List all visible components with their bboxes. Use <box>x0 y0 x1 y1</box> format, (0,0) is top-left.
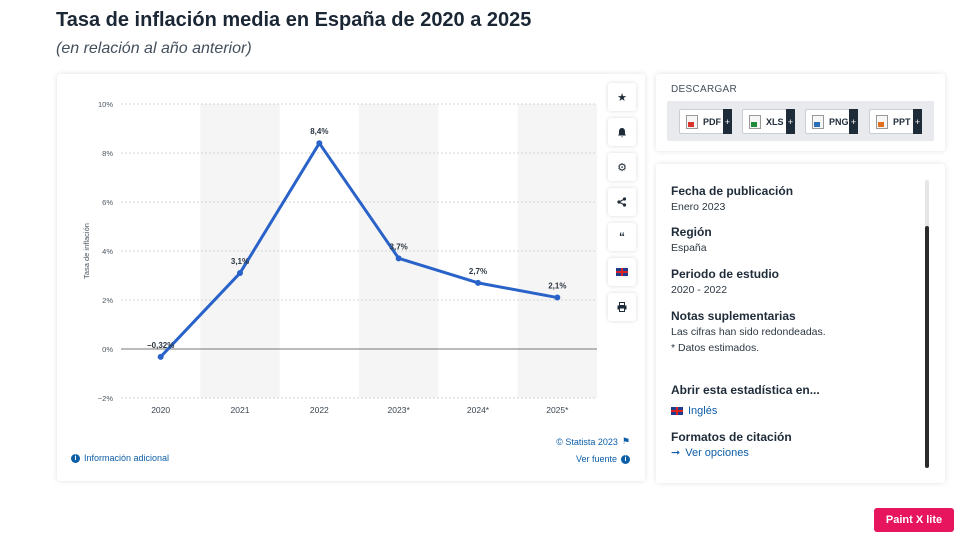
download-card: DESCARGAR PDF + XLS + PNG + PPT + <box>656 74 945 151</box>
x-tick-label: 2020 <box>151 405 170 415</box>
y-tick-label: 8% <box>102 149 113 158</box>
additional-info-link[interactable]: i Información adicional <box>71 453 169 463</box>
download-title: DESCARGAR <box>671 84 738 95</box>
x-tick-label: 2022 <box>310 405 329 415</box>
region-label: Región <box>671 225 712 239</box>
data-label: 2,1% <box>548 282 566 291</box>
data-point <box>475 279 481 286</box>
line-chart: 10% 8% 6% 4% 2% 0% −2% Tasa de inflación 2020 202… <box>82 100 597 415</box>
xls-file-icon <box>749 114 761 129</box>
copyright[interactable]: © Statista 2023 ⚑ <box>556 436 630 447</box>
download-ppt-label: PPT <box>893 116 911 127</box>
data-label: −0,32% <box>147 341 174 350</box>
citation-formats-label: Formatos de citación <box>671 430 792 444</box>
study-period-label: Periodo de estudio <box>671 267 780 281</box>
notes-value-1: Las cifras han sido redondeadas. <box>671 326 826 338</box>
scrollbar-thumb[interactable] <box>925 226 929 468</box>
page-subtitle: (en relación al año anterior) <box>56 40 252 57</box>
publication-date-value: Enero 2023 <box>671 201 726 213</box>
shaded-band <box>200 104 280 398</box>
open-english-label: Inglés <box>688 405 718 417</box>
flag-icon: ⚑ <box>621 436 630 446</box>
download-bar: PDF + XLS + PNG + PPT + <box>667 101 934 141</box>
chart-card: 10% 8% 6% 4% 2% 0% −2% Tasa de inflación 2020 202… <box>57 74 645 481</box>
quote-icon[interactable]: “ <box>608 223 636 251</box>
png-file-icon <box>812 114 824 129</box>
data-label: 3,1% <box>231 257 249 266</box>
data-label: 3,7% <box>390 242 408 251</box>
y-tick-label: 2% <box>102 296 113 305</box>
data-label: 8,4% <box>310 127 328 136</box>
y-tick-label: 6% <box>102 198 113 207</box>
paint-x-lite-badge[interactable]: Paint X lite <box>874 508 954 532</box>
open-statistic-label: Abrir esta estadística en... <box>671 383 820 397</box>
pdf-file-icon <box>686 114 698 129</box>
download-pdf-label: PDF <box>703 116 721 127</box>
chart-toolbar: ★ ⚙ “ <box>608 83 636 328</box>
notes-label: Notas suplementarias <box>671 309 796 323</box>
x-tick-label: 2021 <box>231 405 250 415</box>
download-png-button[interactable]: PNG + <box>805 109 858 134</box>
notes-value-2: * Datos estimados. <box>671 342 760 354</box>
data-point <box>554 294 561 301</box>
y-axis-label: Tasa de inflación <box>82 223 91 279</box>
data-label: 2,7% <box>469 267 487 276</box>
view-options-label: Ver opciones <box>685 446 749 459</box>
info-icon: i <box>71 453 80 463</box>
share-icon[interactable] <box>608 188 636 216</box>
download-png-label: PNG <box>829 116 849 127</box>
y-tick-label: 4% <box>102 247 113 256</box>
download-xls-label: XLS <box>766 116 784 127</box>
region-value: España <box>671 242 707 254</box>
page-title: Tasa de inflación media en España de 202… <box>56 9 532 31</box>
star-icon[interactable]: ★ <box>608 83 636 111</box>
y-tick-label: 10% <box>98 100 113 109</box>
copyright-label: © Statista 2023 <box>556 436 618 447</box>
plus-icon: + <box>849 109 858 134</box>
series-line <box>159 141 558 358</box>
print-icon[interactable] <box>608 293 636 321</box>
bell-icon[interactable] <box>608 118 636 146</box>
data-point <box>157 353 164 360</box>
source-label: Ver fuente <box>575 454 617 464</box>
metadata-card: Fecha de publicación Enero 2023 Región E… <box>656 164 945 483</box>
uk-flag-icon <box>671 407 683 415</box>
download-pdf-button[interactable]: PDF + <box>679 109 732 134</box>
study-period-value: 2020 - 2022 <box>671 284 728 296</box>
publication-date-label: Fecha de publicación <box>671 184 794 198</box>
data-point <box>237 270 243 277</box>
ppt-file-icon <box>876 114 888 129</box>
plus-icon: + <box>786 109 795 134</box>
x-tick-label: 2024* <box>467 405 490 415</box>
arrow-right-icon: ➞ <box>671 447 681 459</box>
source-link[interactable]: Ver fuente i <box>576 454 630 464</box>
flag-icon[interactable] <box>608 258 636 286</box>
data-point <box>395 255 402 262</box>
plus-icon: + <box>723 109 732 134</box>
download-xls-button[interactable]: XLS + <box>742 109 795 134</box>
x-tick-label: 2023* <box>388 405 411 415</box>
info-icon: i <box>621 454 630 464</box>
additional-info-label: Información adicional <box>84 453 170 463</box>
y-tick-label: −2% <box>98 394 114 403</box>
download-ppt-button[interactable]: PPT + <box>869 109 922 134</box>
y-tick-label: 0% <box>102 345 113 354</box>
gear-icon[interactable]: ⚙ <box>608 153 636 181</box>
x-tick-label: 2025* <box>546 405 569 415</box>
plus-icon: + <box>913 109 922 134</box>
data-point <box>316 140 323 147</box>
view-options-link[interactable]: ➞ Ver opciones <box>671 446 749 460</box>
open-english-link[interactable]: Inglés <box>671 405 717 417</box>
